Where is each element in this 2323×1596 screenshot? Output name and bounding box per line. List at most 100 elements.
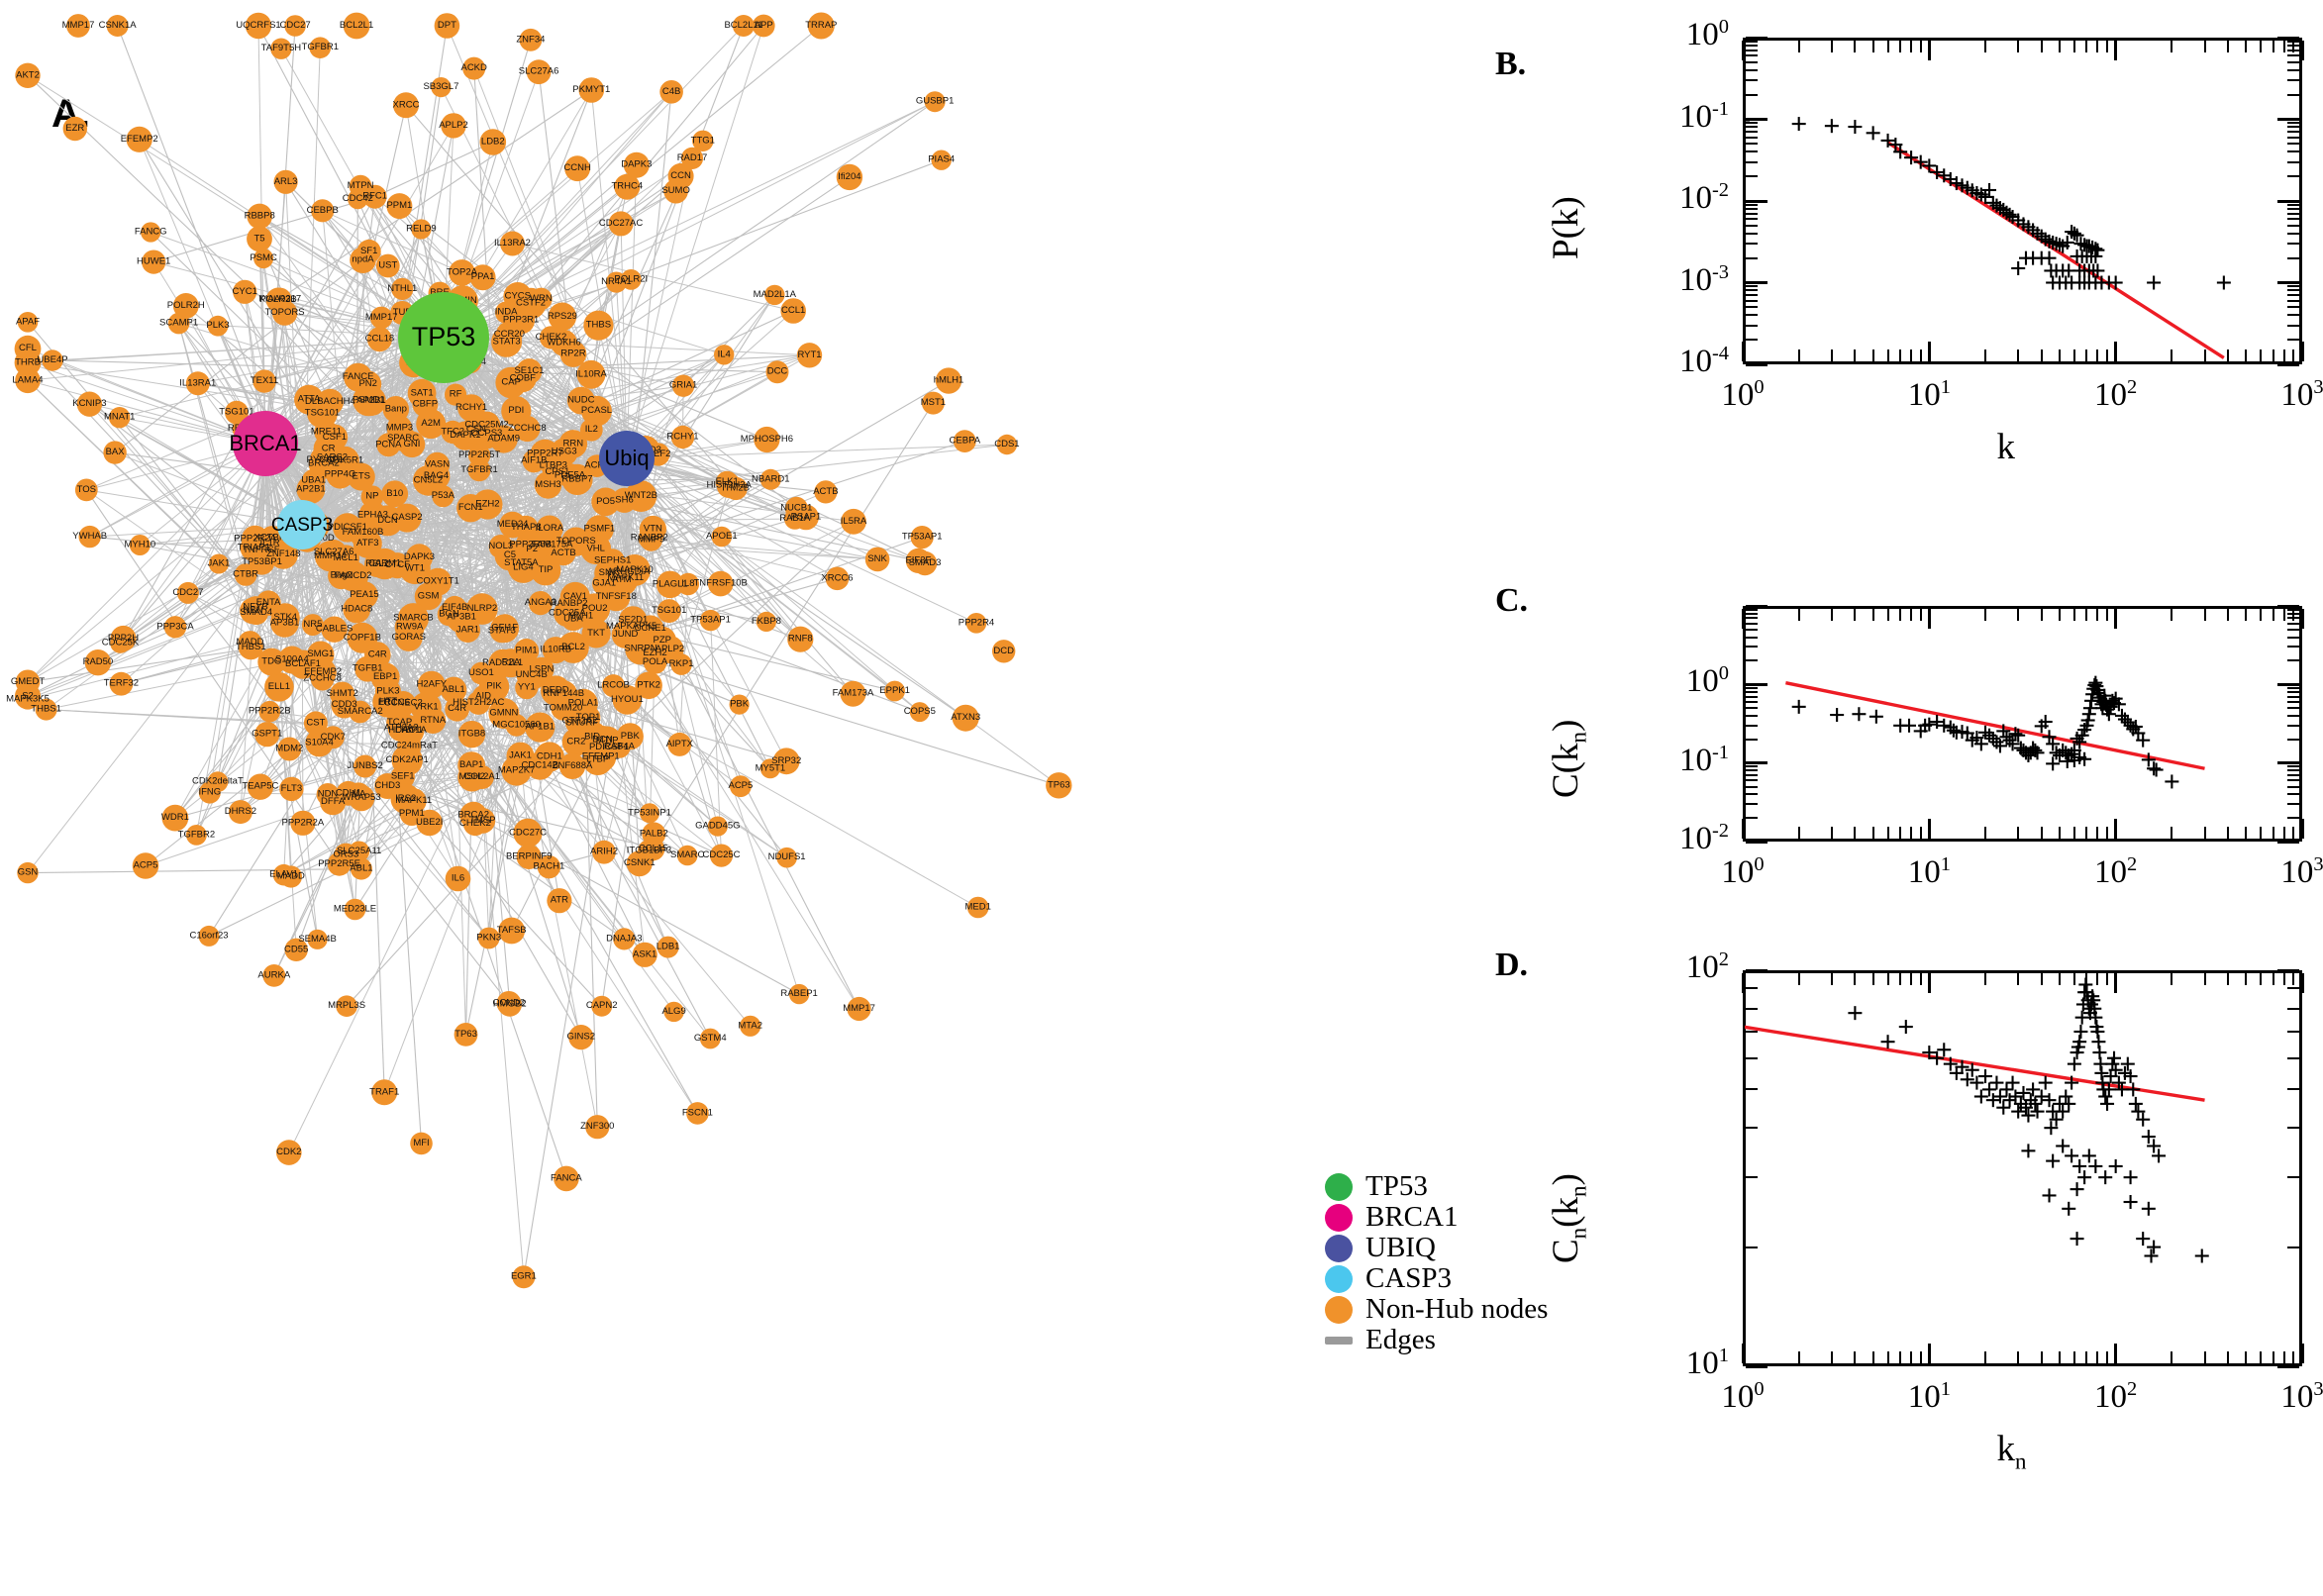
network-node[interactable]	[314, 541, 346, 572]
network-node[interactable]	[671, 374, 695, 397]
network-node[interactable]	[613, 928, 636, 950]
network-node[interactable]	[14, 683, 42, 710]
network-node[interactable]	[953, 430, 976, 452]
network-node[interactable]	[254, 722, 280, 748]
network-node[interactable]	[516, 844, 542, 870]
network-node[interactable]	[711, 526, 733, 548]
network-node[interactable]	[537, 855, 561, 879]
network-node[interactable]	[110, 625, 137, 651]
network-node[interactable]	[676, 572, 700, 596]
network-node[interactable]	[554, 1165, 579, 1192]
network-node[interactable]	[699, 1028, 721, 1049]
network-node[interactable]	[752, 14, 775, 38]
network-node[interactable]	[608, 211, 634, 237]
network-node[interactable]	[264, 672, 294, 702]
network-node[interactable]	[284, 938, 308, 961]
network-node[interactable]	[344, 362, 372, 392]
network-node[interactable]	[386, 193, 413, 220]
network-node[interactable]	[924, 91, 946, 113]
network-node[interactable]	[364, 642, 391, 668]
network-node[interactable]	[1046, 772, 1072, 799]
network-node[interactable]	[290, 810, 316, 836]
network-node[interactable]	[374, 773, 401, 799]
network-node[interactable]	[343, 12, 370, 40]
network-node[interactable]	[258, 700, 281, 723]
network-node[interactable]	[273, 169, 298, 194]
network-node[interactable]	[336, 995, 357, 1017]
network-node[interactable]	[284, 15, 306, 37]
network-node[interactable]	[490, 614, 520, 644]
network-node[interactable]	[841, 508, 866, 535]
network-node[interactable]	[611, 487, 638, 513]
network-node[interactable]	[311, 199, 335, 223]
network-node[interactable]	[407, 378, 437, 408]
network-node[interactable]	[349, 700, 372, 724]
network-node[interactable]	[225, 400, 249, 425]
network-node[interactable]	[141, 222, 161, 243]
network-node[interactable]	[327, 851, 352, 876]
network-node[interactable]	[605, 271, 628, 293]
network-node[interactable]	[505, 714, 528, 737]
network-node[interactable]	[576, 359, 606, 389]
network-node[interactable]	[279, 776, 304, 802]
network-node[interactable]	[663, 178, 688, 204]
network-node[interactable]	[391, 277, 414, 300]
network-node[interactable]	[163, 616, 187, 639]
network-node[interactable]	[496, 648, 526, 678]
network-node[interactable]	[491, 326, 523, 357]
network-node[interactable]	[346, 782, 371, 807]
network-node[interactable]	[161, 804, 189, 832]
hub-node-tp53[interactable]	[398, 292, 489, 383]
network-node[interactable]	[445, 865, 471, 892]
network-node[interactable]	[780, 298, 806, 324]
network-node[interactable]	[632, 942, 657, 967]
network-node[interactable]	[759, 468, 781, 490]
network-node[interactable]	[579, 593, 611, 625]
network-node[interactable]	[301, 614, 324, 637]
network-node[interactable]	[257, 648, 286, 676]
network-node[interactable]	[78, 525, 101, 549]
network-node[interactable]	[730, 775, 752, 798]
network-node[interactable]	[398, 431, 426, 458]
network-node[interactable]	[356, 239, 381, 263]
network-node[interactable]	[366, 327, 392, 352]
network-node[interactable]	[612, 685, 643, 715]
network-node[interactable]	[249, 549, 275, 575]
network-node[interactable]	[441, 113, 466, 139]
network-node[interactable]	[759, 758, 780, 779]
network-node[interactable]	[680, 147, 704, 169]
network-node[interactable]	[354, 754, 377, 778]
network-node[interactable]	[558, 430, 588, 458]
network-node[interactable]	[309, 658, 337, 686]
network-node[interactable]	[296, 475, 326, 504]
hub-node-ubiq[interactable]	[599, 431, 655, 486]
network-node[interactable]	[547, 888, 572, 914]
network-node[interactable]	[413, 464, 444, 496]
network-node[interactable]	[729, 694, 750, 715]
network-node[interactable]	[635, 671, 662, 700]
network-node[interactable]	[732, 15, 755, 37]
network-node[interactable]	[498, 917, 526, 945]
network-node[interactable]	[910, 526, 934, 549]
network-node[interactable]	[420, 707, 447, 735]
network-node[interactable]	[499, 511, 526, 539]
network-node[interactable]	[500, 231, 525, 256]
network-node[interactable]	[864, 547, 890, 572]
network-node[interactable]	[796, 343, 823, 368]
network-node[interactable]	[501, 755, 532, 786]
network-node[interactable]	[454, 1023, 478, 1047]
network-node[interactable]	[207, 315, 229, 337]
network-node[interactable]	[253, 249, 274, 269]
network-node[interactable]	[614, 173, 641, 200]
network-node[interactable]	[431, 77, 452, 98]
network-node[interactable]	[351, 581, 378, 609]
network-node[interactable]	[489, 425, 518, 453]
network-node[interactable]	[656, 936, 679, 958]
network-node[interactable]	[247, 773, 274, 800]
network-node[interactable]	[623, 151, 650, 178]
network-node[interactable]	[756, 611, 777, 633]
network-node[interactable]	[106, 15, 129, 37]
network-node[interactable]	[394, 612, 425, 643]
network-node[interactable]	[526, 59, 552, 85]
network-node[interactable]	[676, 845, 698, 866]
